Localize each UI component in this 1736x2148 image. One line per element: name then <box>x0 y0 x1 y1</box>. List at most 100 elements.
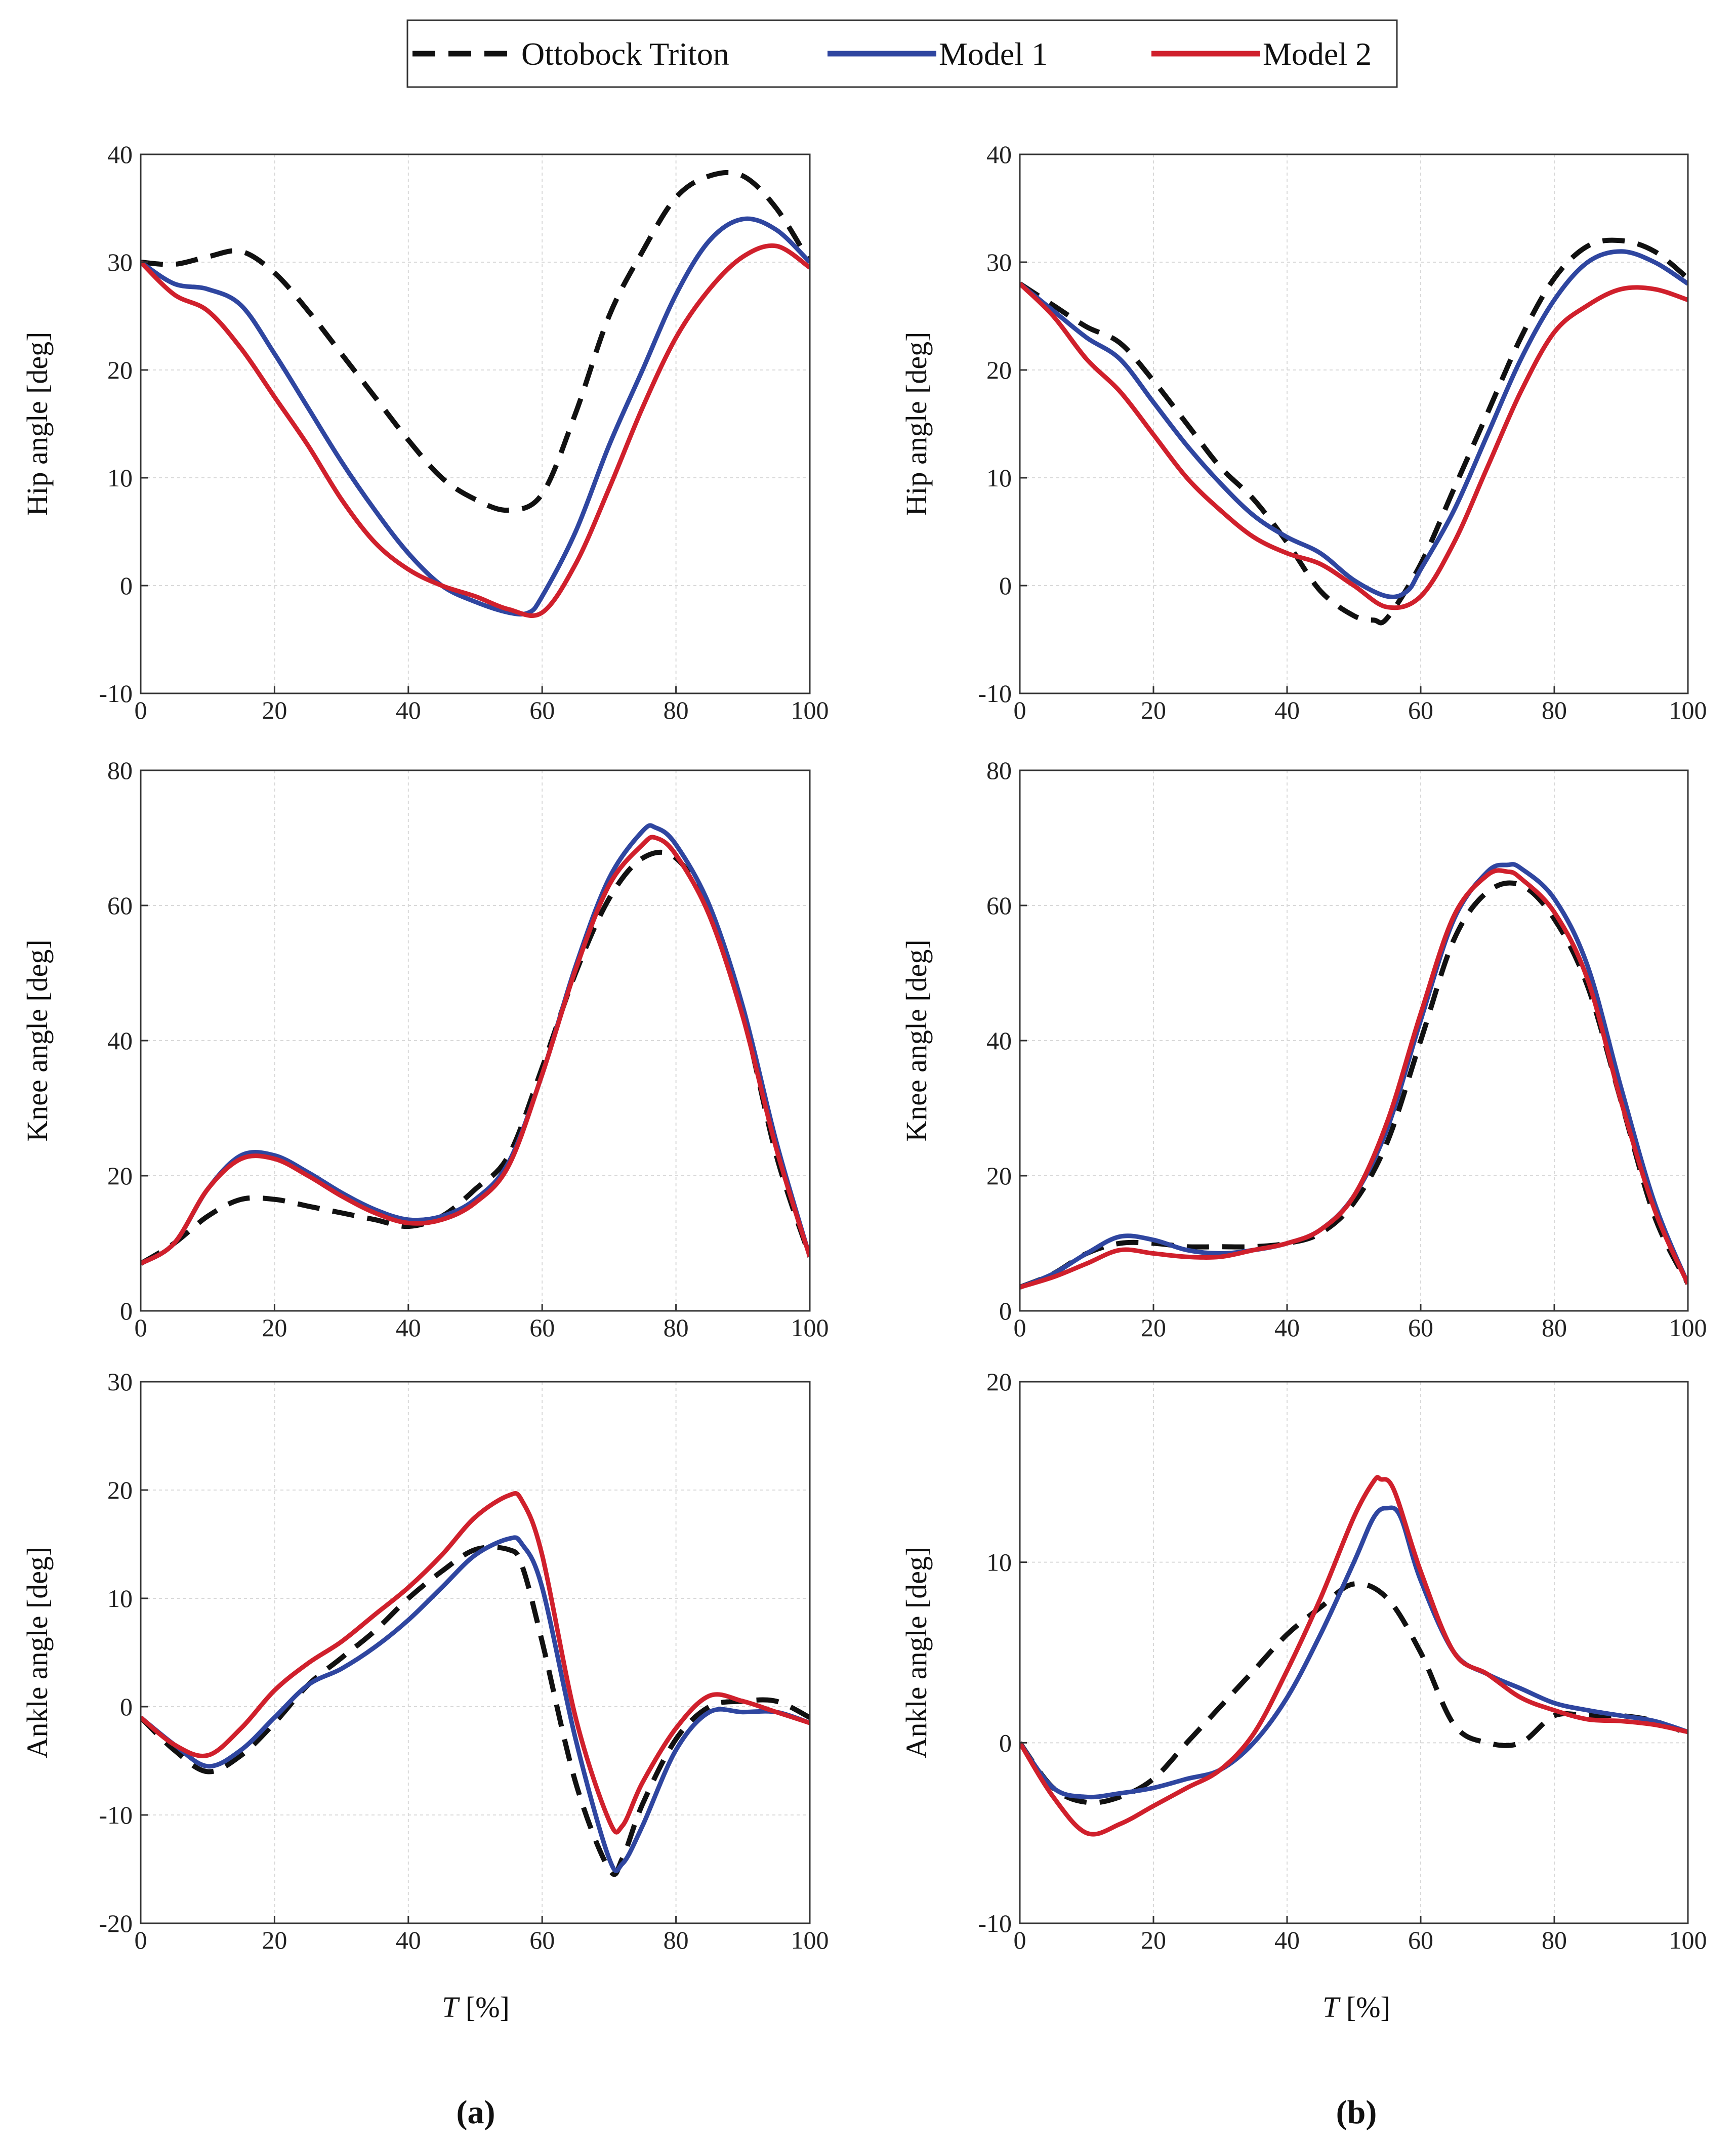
x-tick-label-knee-b-2: 40 <box>1274 1313 1300 1342</box>
series-group-hip-a <box>141 170 810 618</box>
series-line-knee-a-model-2 <box>141 835 810 1266</box>
x-tick-label-knee-b-5: 100 <box>1669 1313 1707 1342</box>
x-tick-label-ankle-a-1: 20 <box>262 1926 287 1954</box>
chart-ankle-a: 0 20 40 60 80 100 -20 -10 0 10 20 30 Ankle angle [de… <box>21 1368 829 1954</box>
series-line-knee-b-ottobock-triton <box>1020 880 1688 1290</box>
y-tick-label-ankle-a-4: 20 <box>107 1476 133 1504</box>
y-tick-label-hip-b-1: 0 <box>999 571 1012 600</box>
y-tick-label-hip-a-3: 20 <box>107 356 133 384</box>
y-axis-title-ankle-a: Ankle angle [deg] <box>21 1547 54 1759</box>
series-line-hip-b-model-1 <box>1020 249 1688 599</box>
y-tick-label-hip-a-4: 30 <box>107 248 133 276</box>
y-tick-label-hip-a-5: 40 <box>107 140 133 169</box>
legend-label-ottobock: Ottobock Triton <box>521 36 729 72</box>
y-tick-label-knee-a-4: 80 <box>107 756 133 784</box>
series-line-ankle-b-model-2 <box>1020 1475 1688 1837</box>
series-line-knee-b-model-1 <box>1020 862 1688 1290</box>
series-group-ankle-b <box>1020 1475 1688 1837</box>
y-tick-label-ankle-b-0: -10 <box>978 1909 1012 1937</box>
series-group-knee-a <box>141 823 810 1266</box>
x-tick-label-ankle-a-3: 60 <box>529 1926 555 1954</box>
x-tick-label-knee-a-3: 60 <box>529 1313 555 1342</box>
x-tick-label-hip-b-3: 60 <box>1408 696 1433 724</box>
y-tick-label-ankle-b-3: 20 <box>986 1368 1012 1396</box>
x-tick-label-hip-a-2: 40 <box>396 696 421 724</box>
y-tick-label-hip-b-0: -10 <box>978 679 1012 708</box>
series-line-hip-a-ottobock-triton <box>141 170 810 513</box>
x-tick-label-ankle-a-2: 40 <box>396 1926 421 1954</box>
x-tick-label-ankle-b-1: 20 <box>1141 1926 1166 1954</box>
y-tick-label-ankle-a-1: -10 <box>99 1801 133 1829</box>
x-tick-label-hip-a-0: 0 <box>135 696 147 724</box>
chart-knee-a: 0 20 40 60 80 100 0 20 40 60 80 Knee angle [deg] <box>21 756 829 1342</box>
y-tick-label-hip-a-0: -10 <box>99 679 133 708</box>
y-tick-label-ankle-a-0: -20 <box>99 1909 133 1937</box>
series-line-ankle-b-model-1 <box>1020 1505 1688 1800</box>
x-axis-title-a-unit: [%] <box>458 1991 509 2023</box>
y-tick-label-ankle-b-1: 0 <box>999 1728 1012 1757</box>
x-tick-label-knee-a-2: 40 <box>396 1313 421 1342</box>
x-tick-label-ankle-a-4: 80 <box>664 1926 689 1954</box>
y-tick-label-hip-b-2: 10 <box>986 464 1012 492</box>
y-tick-label-knee-a-3: 60 <box>107 891 133 920</box>
x-tick-label-knee-b-0: 0 <box>1014 1313 1026 1342</box>
x-axis-title-b-symbol: T <box>1322 1991 1341 2023</box>
series-line-hip-b-ottobock-triton <box>1020 237 1688 626</box>
x-tick-label-ankle-b-4: 80 <box>1542 1926 1567 1954</box>
x-tick-label-ankle-a-0: 0 <box>135 1926 147 1954</box>
y-axis-title-hip-b: Hip angle [deg] <box>900 332 933 516</box>
x-tick-label-hip-b-5: 100 <box>1669 696 1707 724</box>
x-tick-label-ankle-b-3: 60 <box>1408 1926 1433 1954</box>
plot-frame-hip-b <box>1019 153 1689 694</box>
y-tick-label-knee-a-2: 40 <box>107 1026 133 1055</box>
y-tick-label-knee-b-4: 80 <box>986 756 1012 784</box>
plot-frame-ankle-b <box>1019 1381 1689 1924</box>
y-tick-label-knee-a-0: 0 <box>120 1297 133 1325</box>
x-tick-label-ankle-b-0: 0 <box>1014 1926 1026 1954</box>
x-tick-label-knee-a-5: 100 <box>791 1313 829 1342</box>
x-tick-label-knee-b-3: 60 <box>1408 1313 1433 1342</box>
series-line-knee-b-model-2 <box>1020 868 1688 1290</box>
x-tick-label-hip-a-5: 100 <box>791 696 829 724</box>
series-line-hip-a-model-2 <box>141 243 810 618</box>
legend-label-model1: Model 1 <box>939 36 1048 72</box>
x-axis-title-b-unit: [%] <box>1339 1991 1390 2023</box>
x-tick-label-ankle-b-5: 100 <box>1669 1926 1707 1954</box>
x-tick-label-knee-b-1: 20 <box>1141 1313 1166 1342</box>
x-tick-label-hip-a-3: 60 <box>529 696 555 724</box>
y-axis-title-hip-a: Hip angle [deg] <box>21 332 54 516</box>
series-group-knee-b <box>1020 862 1688 1290</box>
series-line-ankle-a-ottobock-triton <box>141 1545 810 1877</box>
x-tick-label-hip-a-1: 20 <box>262 696 287 724</box>
y-axis-title-ankle-b: Ankle angle [deg] <box>900 1547 933 1759</box>
x-axis-title-a: T [%] <box>442 1991 510 2023</box>
y-tick-label-ankle-a-5: 30 <box>107 1368 133 1396</box>
series-line-hip-a-model-1 <box>141 216 810 617</box>
panel-label-a: (a) <box>457 2094 495 2131</box>
x-tick-label-hip-b-1: 20 <box>1141 696 1166 724</box>
series-line-ankle-a-model-1 <box>141 1535 810 1873</box>
series-line-hip-b-model-2 <box>1020 282 1688 610</box>
series-line-ankle-a-model-2 <box>141 1491 810 1835</box>
x-tick-label-hip-b-0: 0 <box>1014 696 1026 724</box>
series-group-ankle-a <box>141 1491 810 1877</box>
y-tick-label-ankle-a-3: 10 <box>107 1584 133 1613</box>
chart-knee-b: 0 20 40 60 80 100 0 20 40 60 80 Knee angle [deg] <box>900 756 1707 1342</box>
panel-label-b: (b) <box>1336 2094 1377 2131</box>
x-axis-title-b: T [%] <box>1322 1991 1390 2023</box>
y-tick-label-knee-b-0: 0 <box>999 1297 1012 1325</box>
x-tick-label-hip-b-4: 80 <box>1542 696 1567 724</box>
y-tick-label-hip-a-2: 10 <box>107 464 133 492</box>
plot-frame-ankle-a <box>140 1381 811 1924</box>
y-tick-label-knee-b-2: 40 <box>986 1026 1012 1055</box>
y-tick-label-hip-b-3: 20 <box>986 356 1012 384</box>
x-axis-title-a-symbol: T <box>442 1991 460 2023</box>
y-tick-label-hip-a-1: 0 <box>120 571 133 600</box>
y-tick-label-knee-a-1: 20 <box>107 1162 133 1190</box>
y-axis-title-knee-a: Knee angle [deg] <box>21 939 54 1141</box>
y-axis-title-knee-b: Knee angle [deg] <box>900 939 933 1141</box>
y-tick-label-ankle-a-2: 0 <box>120 1692 133 1721</box>
